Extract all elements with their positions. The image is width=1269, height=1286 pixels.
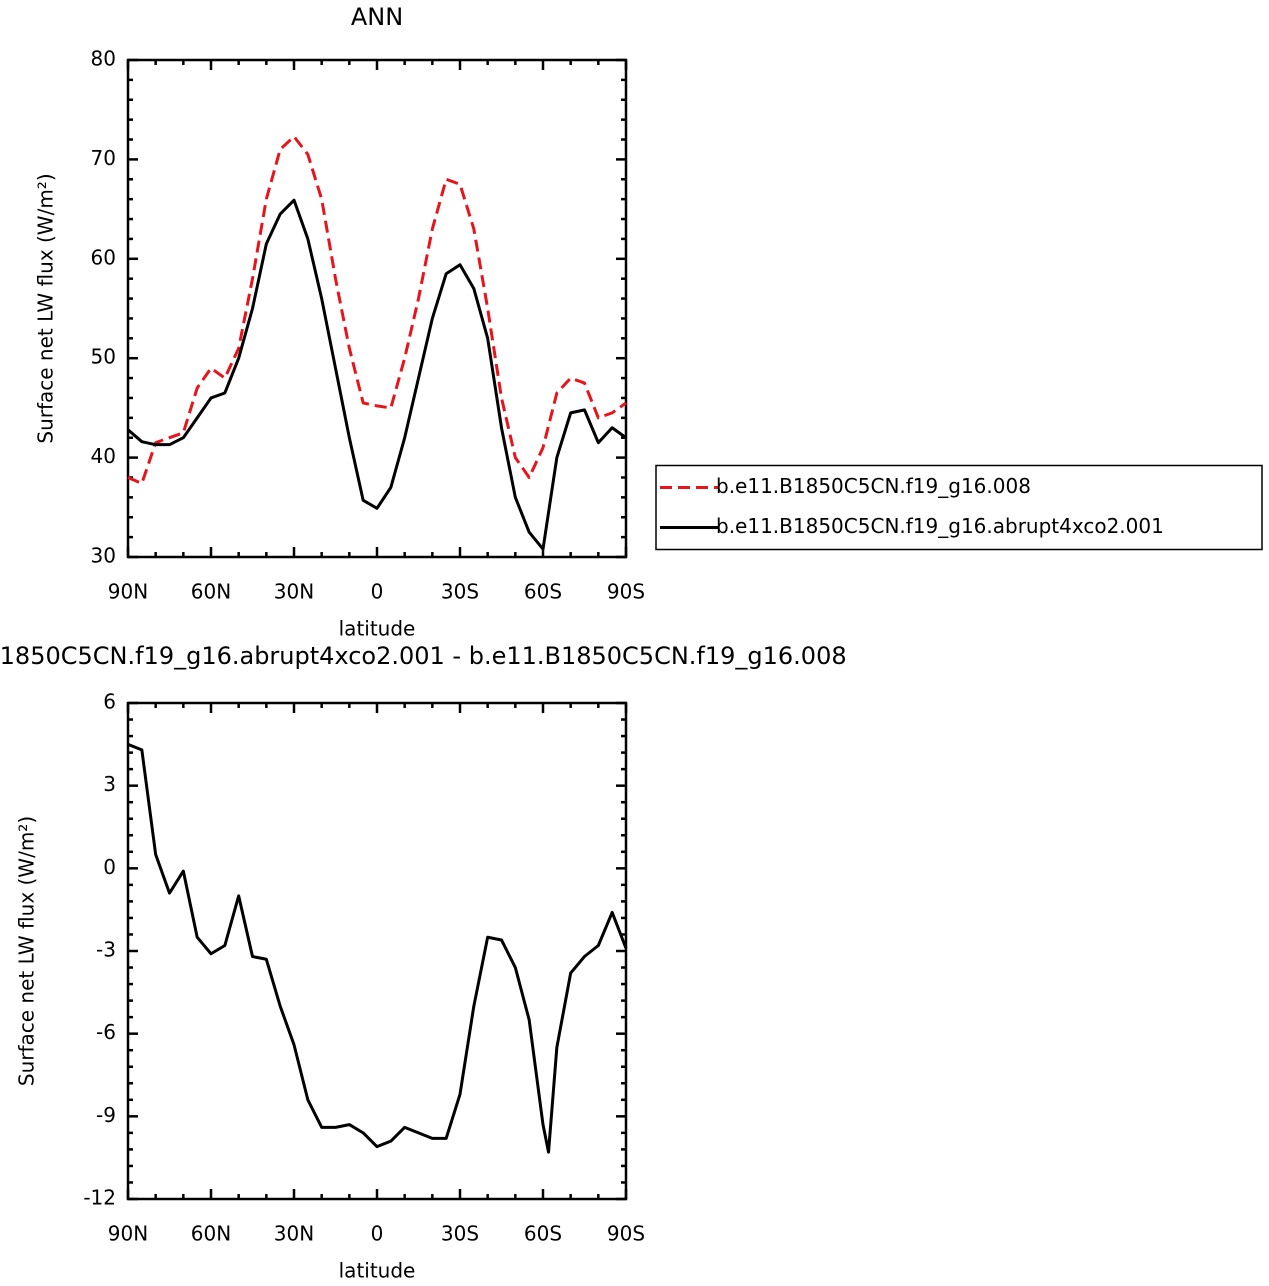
x-tick-label: 90S (607, 580, 645, 604)
y-tick-label: -6 (96, 1020, 116, 1044)
x-tick-label: 0 (371, 580, 384, 604)
y-tick-label: 80 (91, 47, 116, 71)
legend-box (655, 464, 1263, 551)
x-tick-label: 90N (108, 580, 148, 604)
legend-label: b.e11.B1850C5CN.f19_g16.008 (716, 474, 1031, 498)
plot-frame (126, 58, 628, 559)
x-tick-label: 60S (524, 580, 562, 604)
x-axis-label: latitude (339, 617, 416, 641)
x-axis-label: latitude (339, 1259, 416, 1283)
data-line (127, 198, 627, 551)
y-tick-label: -12 (83, 1186, 116, 1210)
y-tick-label: 70 (91, 146, 116, 170)
y-tick-label: 3 (103, 772, 116, 796)
y-tick-label: -9 (96, 1103, 116, 1127)
x-tick-label: 30N (274, 1222, 314, 1246)
legend-label: b.e11.B1850C5CN.f19_g16.abrupt4xco2.001 (716, 514, 1164, 538)
y-tick-label: 40 (91, 444, 116, 468)
data-line (127, 742, 628, 1154)
y-tick-label: 30 (91, 544, 116, 568)
data-line (127, 135, 627, 485)
x-tick-label: 30S (441, 580, 479, 604)
x-tick-label: 60S (524, 1222, 562, 1246)
x-tick-label: 90N (108, 1222, 148, 1246)
y-axis-label: Surface net LW flux (W/m²) (34, 173, 58, 443)
x-tick-label: 0 (371, 1222, 384, 1246)
y-tick-label: 6 (103, 690, 116, 714)
y-axis-label: Surface net LW flux (W/m²) (15, 816, 39, 1086)
y-tick-label: 0 (103, 855, 116, 879)
chart-title: b.e11.B1850C5CN.f19_g16.abrupt4xco2.001 … (0, 642, 847, 670)
chart-title: ANN (351, 3, 403, 31)
x-tick-label: 30N (274, 580, 314, 604)
x-tick-label: 30S (441, 1222, 479, 1246)
y-tick-label: 60 (91, 245, 116, 269)
x-tick-label: 60N (191, 1222, 231, 1246)
y-tick-label: 50 (91, 345, 116, 369)
y-tick-label: -3 (96, 938, 116, 962)
x-tick-label: 90S (607, 1222, 645, 1246)
x-tick-label: 60N (191, 580, 231, 604)
